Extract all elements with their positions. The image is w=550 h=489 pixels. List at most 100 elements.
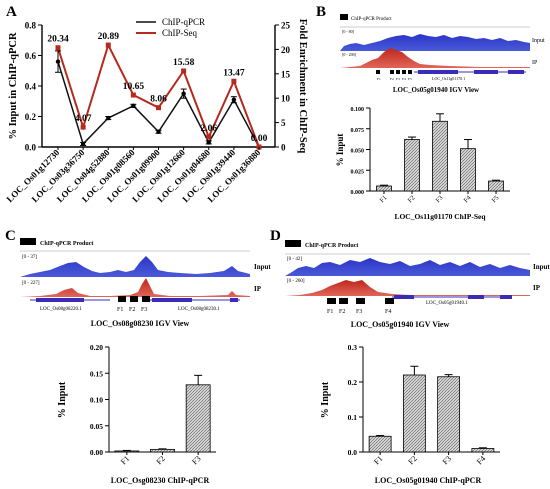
d-bar bbox=[368, 435, 392, 453]
c-ip-label: IP bbox=[254, 285, 262, 293]
a-right-ticks: 0 5 10 15 20 25 bbox=[275, 21, 291, 153]
a-legend: ChIP-qPCR ChIP-Seq bbox=[136, 17, 205, 38]
b-bar bbox=[432, 120, 448, 192]
c-x-tick-label: F2 bbox=[155, 454, 167, 466]
chip-seq-point bbox=[80, 124, 86, 130]
a-y2-tick-label: 15 bbox=[281, 69, 291, 79]
c-gene-right-label: LOC_Os08g08230.1 bbox=[178, 307, 220, 312]
a-y-tick-label: 0.8 bbox=[25, 21, 37, 31]
b-fragment-f2 bbox=[390, 70, 394, 74]
chip-qpcr-point bbox=[106, 115, 111, 121]
c-y-tick-label: 0.15 bbox=[90, 369, 103, 378]
b-gene-exon-1 bbox=[418, 70, 458, 74]
b-fragment-f4 bbox=[402, 70, 406, 74]
b-ip-label: IP bbox=[532, 60, 538, 66]
c-y-tick-label: 0.00 bbox=[90, 448, 103, 457]
b-bar bbox=[488, 180, 504, 192]
a-left-ticks: 0.0 0.2 0.4 0.6 0.8 bbox=[25, 21, 42, 153]
d-y-tick-label: 0.1 bbox=[348, 413, 358, 422]
chip-qpcr-point bbox=[231, 97, 237, 102]
b-fragment-f1 bbox=[376, 70, 380, 74]
c-y-tick-label: 0.05 bbox=[90, 422, 103, 431]
panel-a-chart: 0.0 0.2 0.4 0.6 0.8 0 5 10 15 20 25 % Input in Ch… bbox=[4, 17, 308, 204]
c-fragment-label-f3: F3 bbox=[141, 307, 147, 313]
c-fragment-f1 bbox=[118, 296, 126, 302]
b-x-ticks: F1 F2 F3 F4 F5 bbox=[379, 191, 501, 204]
b-fragment-label-f5: F5 bbox=[408, 77, 412, 81]
d-y-axis-label: % Input bbox=[320, 381, 331, 418]
b-bars bbox=[376, 113, 504, 192]
b-bar bbox=[460, 148, 476, 192]
b-gene-label: LOC_Os11g01170.1 bbox=[432, 76, 465, 81]
panel-letter-d: D bbox=[270, 228, 281, 244]
chip-seq-data-label: 2.06 bbox=[200, 124, 217, 134]
c-fragment-label-f2: F2 bbox=[129, 307, 135, 313]
c-x-tick-label: F3 bbox=[190, 454, 202, 466]
d-legend-swatch bbox=[285, 240, 301, 247]
a-y-tick-label: 0.2 bbox=[25, 112, 37, 122]
d-x-tick-label: F2 bbox=[406, 454, 418, 466]
d-gene-exon-1 bbox=[394, 295, 414, 299]
b-fragment-label-f1: F1 bbox=[377, 77, 381, 81]
b-input-range: [0 - 80] bbox=[342, 29, 355, 34]
c-legend-swatch bbox=[20, 238, 36, 245]
chip-seq-data-label: 8.06 bbox=[150, 95, 167, 105]
b-y-tick-label: 0.000 bbox=[351, 190, 365, 196]
d-fragment-f4 bbox=[385, 298, 394, 304]
c-x-ticks: F1 F2 F3 bbox=[119, 452, 203, 466]
d-fragment-label-f2: F2 bbox=[339, 309, 345, 315]
d-gene-label: LOC_Os05g01940.1 bbox=[426, 301, 468, 306]
b-y-axis-label: % Input bbox=[335, 134, 345, 167]
a-y2-tick-label: 0 bbox=[281, 143, 286, 153]
chip-qpcr-point bbox=[80, 141, 86, 147]
b-fragment-label-f2: F2 bbox=[390, 77, 394, 81]
d-y-ticks: 0.0 0.1 0.2 0.3 bbox=[348, 343, 363, 457]
c-gene-right-exon-1 bbox=[152, 298, 192, 302]
b-y-tick-label: 0.025 bbox=[351, 169, 365, 175]
c-bar bbox=[150, 448, 175, 453]
d-gene-exon-2 bbox=[468, 295, 484, 299]
d-y-tick-label: 0.0 bbox=[348, 448, 358, 457]
d-fragment-f1 bbox=[327, 298, 336, 304]
legend-label-chip-seq: ChIP-Seq bbox=[162, 28, 198, 38]
c-x-tick-label: F1 bbox=[119, 454, 131, 466]
d-x-tick-label: F4 bbox=[475, 454, 487, 466]
chip-qpcr-point bbox=[55, 59, 61, 64]
chip-seq-point bbox=[206, 134, 212, 140]
a-y2-tick-label: 5 bbox=[281, 118, 286, 128]
c-x-axis-label: LOC_Osg08230 ChIP-qPCR bbox=[111, 476, 210, 485]
a-y2-axis-label: Fold Enrichment in ChIP-Seq bbox=[297, 19, 308, 154]
b-y-tick-label: 0.075 bbox=[351, 128, 365, 134]
c-ip-range: [0 - 227] bbox=[22, 281, 40, 286]
chip-qpcr-point bbox=[206, 140, 211, 145]
c-bar bbox=[185, 384, 211, 453]
b-input-label: Input bbox=[532, 38, 545, 44]
d-x-ticks: F1 F2 F3 F4 bbox=[372, 452, 487, 466]
b-y-tick-label: 0.100 bbox=[351, 107, 365, 113]
b-x-tick-label: F4 bbox=[463, 194, 473, 204]
b-input-track bbox=[340, 34, 530, 51]
c-ip-track bbox=[20, 278, 250, 297]
a-y-axis-label: % Input in ChIP-qPCR bbox=[8, 32, 19, 139]
d-input-label: Input bbox=[533, 263, 550, 271]
b-x-tick-label: F2 bbox=[407, 194, 417, 204]
d-igv-caption: LOC_Os05g01940 IGV View bbox=[351, 320, 450, 329]
d-fragment-f3 bbox=[356, 298, 365, 304]
d-gene-exon-3 bbox=[500, 295, 512, 299]
b-x-tick-label: F5 bbox=[491, 194, 501, 204]
d-fragment-label-f3: F3 bbox=[356, 309, 362, 315]
chip-seq-data-label: 20.34 bbox=[47, 35, 69, 45]
chip-seq-data-label: 13.47 bbox=[223, 68, 245, 78]
c-igv-caption: LOC_Os08g08230 IGV View bbox=[91, 319, 190, 328]
b-gene-exon-3 bbox=[508, 70, 524, 74]
legend-label-chip-qpcr: ChIP-qPCR bbox=[162, 17, 205, 27]
d-legend-label: ChIP-qPCR Product bbox=[305, 243, 358, 249]
chip-seq-point bbox=[55, 45, 61, 51]
a-y-tick-label: 0.4 bbox=[25, 82, 37, 92]
b-x-axis-label: LOC_Os11g01170 ChIP-Seq bbox=[394, 212, 486, 221]
d-fragment-label-f4: F4 bbox=[385, 309, 391, 315]
c-fragment-label-f1: F1 bbox=[117, 307, 123, 313]
b-bar bbox=[376, 185, 392, 192]
chip-qpcr-point bbox=[156, 129, 161, 134]
